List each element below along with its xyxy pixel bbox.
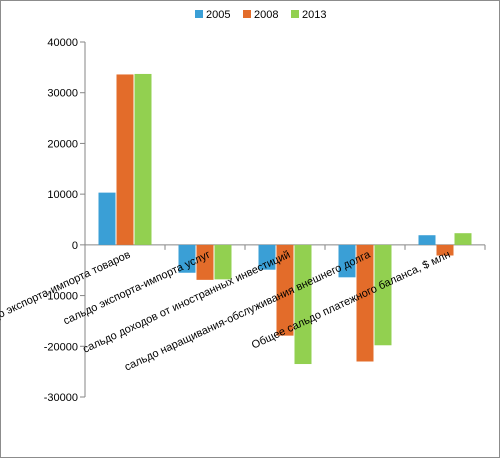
legend-swatch-2005 bbox=[195, 10, 203, 18]
y-tick-label: 0 bbox=[72, 240, 78, 252]
bar-2005-category-3 bbox=[258, 244, 276, 270]
legend-swatch-2013 bbox=[291, 10, 299, 18]
chart-legend: 2005 2008 2013 bbox=[195, 9, 326, 21]
x-category-label: сальдо экспорта-импорта услуг bbox=[62, 249, 213, 328]
bar-2013-category-2 bbox=[214, 244, 232, 280]
legend-label: 2013 bbox=[302, 9, 326, 21]
y-tick-label: 20000 bbox=[47, 138, 78, 150]
legend-label: 2008 bbox=[254, 9, 278, 21]
bar-2008-category-1 bbox=[116, 74, 134, 245]
bar-2005-category-4 bbox=[338, 244, 356, 278]
bar-2013-category-5 bbox=[454, 233, 472, 245]
bar-2013-category-3 bbox=[294, 244, 312, 365]
y-tick-label: 10000 bbox=[47, 189, 78, 201]
y-tick-label: 30000 bbox=[47, 88, 78, 100]
bar-2013-category-1 bbox=[134, 73, 152, 245]
legend-label: 2005 bbox=[206, 9, 230, 21]
bar-2008-category-2 bbox=[196, 244, 214, 280]
bar-2005-category-5 bbox=[418, 235, 436, 245]
legend-swatch-2008 bbox=[243, 10, 251, 18]
bar-2008-category-5 bbox=[436, 244, 454, 256]
y-tick-label: -30000 bbox=[44, 392, 78, 404]
bar-2005-category-1 bbox=[98, 192, 116, 245]
y-tick-label: 40000 bbox=[47, 37, 78, 49]
bar-2008-category-3 bbox=[276, 244, 294, 336]
bar-2013-category-4 bbox=[374, 244, 392, 346]
y-axis: 40000 30000 20000 10000 0 -10000 -20000 -30000 bbox=[44, 37, 486, 404]
bar-2008-category-4 bbox=[356, 244, 374, 362]
bars-group bbox=[98, 73, 472, 365]
bar-2005-category-2 bbox=[178, 244, 196, 273]
y-tick-label: -20000 bbox=[44, 341, 78, 353]
y-tick-label: -10000 bbox=[44, 291, 78, 303]
